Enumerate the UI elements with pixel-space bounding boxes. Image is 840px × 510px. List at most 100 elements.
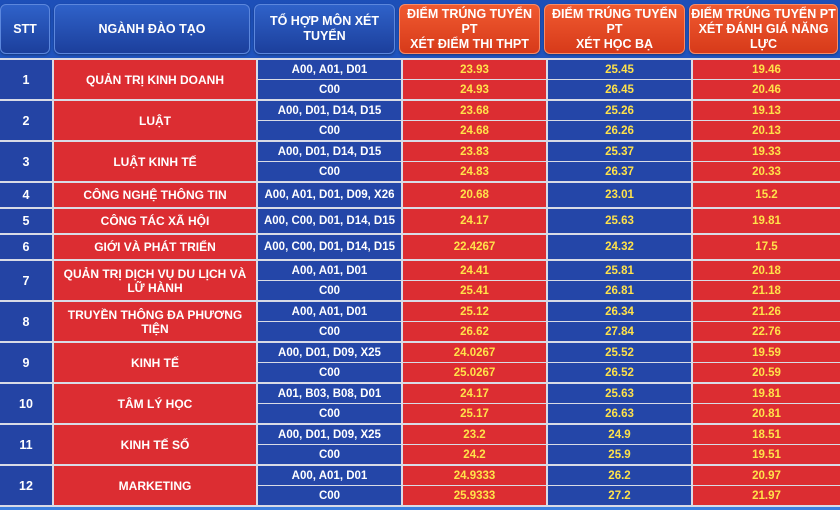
score-hocba-cell: 26.81 (548, 281, 693, 300)
score-dgnl-cell: 19.81 (693, 384, 840, 403)
row-stt: 11 (0, 425, 54, 464)
subject-combo-cell: C00 (258, 121, 403, 140)
score-thpt-cell: 24.68 (403, 121, 548, 140)
subject-combo-cell: C00 (258, 445, 403, 464)
subject-combo-cell: A00, D01, D09, X25 (258, 343, 403, 362)
table-row: C00 25.0267 26.52 20.59 (258, 362, 840, 382)
score-hocba-cell: 25.45 (548, 60, 693, 79)
score-thpt-cell: 23.83 (403, 142, 548, 161)
header-stt: STT (0, 4, 50, 54)
row-sub-rows: A00, A01, D01 24.9333 26.2 20.97 C00 25.9333 2… (258, 466, 840, 505)
table-row-group: 5 CÔNG TÁC XÃ HỘI A00, C00, D01, D14, D15 2… (0, 209, 840, 235)
table-row: C00 24.83 26.37 20.33 (258, 161, 840, 181)
row-stt: 9 (0, 343, 54, 382)
score-hocba-cell: 24.32 (548, 235, 693, 259)
table-row-group: 2 LUẬT A00, D01, D14, D15 23.68 25.26 19.13 C0… (0, 101, 840, 142)
score-hocba-cell: 25.63 (548, 384, 693, 403)
table-row-group: 6 GIỚI VÀ PHÁT TRIỂN A00, C00, D01, D14, D… (0, 235, 840, 261)
score-dgnl-cell: 22.76 (693, 322, 840, 341)
score-thpt-cell: 24.41 (403, 261, 548, 280)
score-thpt-cell: 25.41 (403, 281, 548, 300)
table-row-group: 10 TÂM LÝ HỌC A01, B03, B08, D01 24.17 25.63… (0, 384, 840, 425)
score-dgnl-cell: 19.33 (693, 142, 840, 161)
score-hocba-cell: 26.2 (548, 466, 693, 485)
table-row: C00 25.17 26.63 20.81 (258, 403, 840, 423)
score-thpt-cell: 24.83 (403, 162, 548, 181)
header-major: NGÀNH ĐÀO TẠO (54, 4, 250, 54)
row-sub-rows: A00, C00, D01, D14, D15 24.17 25.63 19.81 (258, 209, 840, 233)
score-hocba-cell: 26.26 (548, 121, 693, 140)
row-sub-rows: A00, A01, D01, D09, X26 20.68 23.01 15.2 (258, 183, 840, 207)
header-subject-combo: TỔ HỢP MÔN XÉT TUYỂN (254, 4, 395, 54)
table-row-group: 4 CÔNG NGHỆ THÔNG TIN A00, A01, D01, D09, … (0, 183, 840, 209)
subject-combo-cell: A00, A01, D01 (258, 302, 403, 321)
row-major-name: TÂM LÝ HỌC (54, 384, 258, 423)
score-hocba-cell: 26.37 (548, 162, 693, 181)
score-thpt-cell: 23.68 (403, 101, 548, 120)
score-thpt-cell: 24.0267 (403, 343, 548, 362)
header-score-hocba-line-2: XÉT HỌC BẠ (575, 36, 654, 51)
score-dgnl-cell: 19.51 (693, 445, 840, 464)
subject-combo-cell: A00, D01, D14, D15 (258, 142, 403, 161)
admission-score-table-wrapper: STT NGÀNH ĐÀO TẠO TỔ HỢP MÔN XÉT TUYỂN Đ… (0, 4, 840, 507)
table-row: A00, D01, D09, X25 23.2 24.9 18.51 (258, 425, 840, 444)
row-major-name: QUẢN TRỊ DỊCH VỤ DU LỊCH VÀ LỮ HÀNH (54, 261, 258, 300)
subject-combo-cell: A00, A01, D01 (258, 466, 403, 485)
score-hocba-cell: 26.52 (548, 363, 693, 382)
table-row-group: 7 QUẢN TRỊ DỊCH VỤ DU LỊCH VÀ LỮ HÀNH A00,… (0, 261, 840, 302)
score-dgnl-cell: 21.18 (693, 281, 840, 300)
header-score-thpt-line-1: ĐIỂM TRÚNG TUYỂN PT (407, 6, 532, 36)
score-thpt-cell: 23.93 (403, 60, 548, 79)
table-row: A00, D01, D09, X25 24.0267 25.52 19.59 (258, 343, 840, 362)
table-header: STT NGÀNH ĐÀO TẠO TỔ HỢP MÔN XÉT TUYỂN Đ… (0, 4, 840, 54)
table-row: C00 25.41 26.81 21.18 (258, 280, 840, 300)
row-sub-rows: A00, D01, D14, D15 23.83 25.37 19.33 C00 24.8… (258, 142, 840, 181)
score-hocba-cell: 25.37 (548, 142, 693, 161)
score-hocba-cell: 25.52 (548, 343, 693, 362)
score-thpt-cell: 24.93 (403, 80, 548, 99)
table-row: A01, B03, B08, D01 24.17 25.63 19.81 (258, 384, 840, 403)
subject-combo-cell: A00, C00, D01, D14, D15 (258, 209, 403, 233)
subject-combo-cell: A00, A01, D01 (258, 60, 403, 79)
score-hocba-cell: 25.81 (548, 261, 693, 280)
table-row-group: 8 TRUYỀN THÔNG ĐA PHƯƠNG TIỆN A00, A01, D0… (0, 302, 840, 343)
row-major-name: CÔNG TÁC XÃ HỘI (54, 209, 258, 233)
header-score-hocba-line-1: ĐIỂM TRÚNG TUYỂN PT (552, 6, 677, 36)
header-score-dgnl-line-1: ĐIỂM TRÚNG TUYỂN PT (691, 6, 836, 21)
row-sub-rows: A00, C00, D01, D14, D15 22.4267 24.32 17.5 (258, 235, 840, 259)
row-major-name: LUẬT (54, 101, 258, 140)
table-row: A00, A01, D01 25.12 26.34 21.26 (258, 302, 840, 321)
score-hocba-cell: 26.34 (548, 302, 693, 321)
row-sub-rows: A00, D01, D09, X25 24.0267 25.52 19.59 C00 25… (258, 343, 840, 382)
row-major-name: TRUYỀN THÔNG ĐA PHƯƠNG TIỆN (54, 302, 258, 341)
row-stt: 5 (0, 209, 54, 233)
table-row: C00 24.68 26.26 20.13 (258, 120, 840, 140)
score-hocba-cell: 27.2 (548, 486, 693, 505)
score-thpt-cell: 25.9333 (403, 486, 548, 505)
header-score-dgnl: ĐIỂM TRÚNG TUYỂN PT XÉT ĐÁNH GIÁ NĂNG LỰ… (689, 4, 838, 54)
table-row: C00 24.93 26.45 20.46 (258, 79, 840, 99)
table-row: C00 25.9333 27.2 21.97 (258, 485, 840, 505)
score-thpt-cell: 24.17 (403, 209, 548, 233)
header-score-hocba: ĐIỂM TRÚNG TUYỂN PT XÉT HỌC BẠ (544, 4, 685, 54)
row-stt: 1 (0, 60, 54, 99)
table-row-group: 3 LUẬT KINH TẾ A00, D01, D14, D15 23.83 25.3… (0, 142, 840, 183)
score-dgnl-cell: 18.51 (693, 425, 840, 444)
subject-combo-cell: A00, D01, D09, X25 (258, 425, 403, 444)
score-dgnl-cell: 20.97 (693, 466, 840, 485)
subject-combo-cell: C00 (258, 162, 403, 181)
table-row-group: 11 KINH TẾ SỐ A00, D01, D09, X25 23.2 24.9 18… (0, 425, 840, 466)
subject-combo-cell: A00, A01, D01, D09, X26 (258, 183, 403, 207)
score-hocba-cell: 27.84 (548, 322, 693, 341)
score-thpt-cell: 26.62 (403, 322, 548, 341)
row-stt: 3 (0, 142, 54, 181)
row-major-name: MARKETING (54, 466, 258, 505)
row-major-name: GIỚI VÀ PHÁT TRIỂN (54, 235, 258, 259)
row-sub-rows: A00, D01, D09, X25 23.2 24.9 18.51 C00 24.2 25… (258, 425, 840, 464)
table-row: A00, D01, D14, D15 23.68 25.26 19.13 (258, 101, 840, 120)
row-stt: 4 (0, 183, 54, 207)
table-row: C00 24.2 25.9 19.51 (258, 444, 840, 464)
row-sub-rows: A00, A01, D01 25.12 26.34 21.26 C00 26.62 27.8… (258, 302, 840, 341)
header-score-thpt: ĐIỂM TRÚNG TUYỂN PT XÉT ĐIỂM THI THPT (399, 4, 540, 54)
subject-combo-cell: C00 (258, 281, 403, 300)
